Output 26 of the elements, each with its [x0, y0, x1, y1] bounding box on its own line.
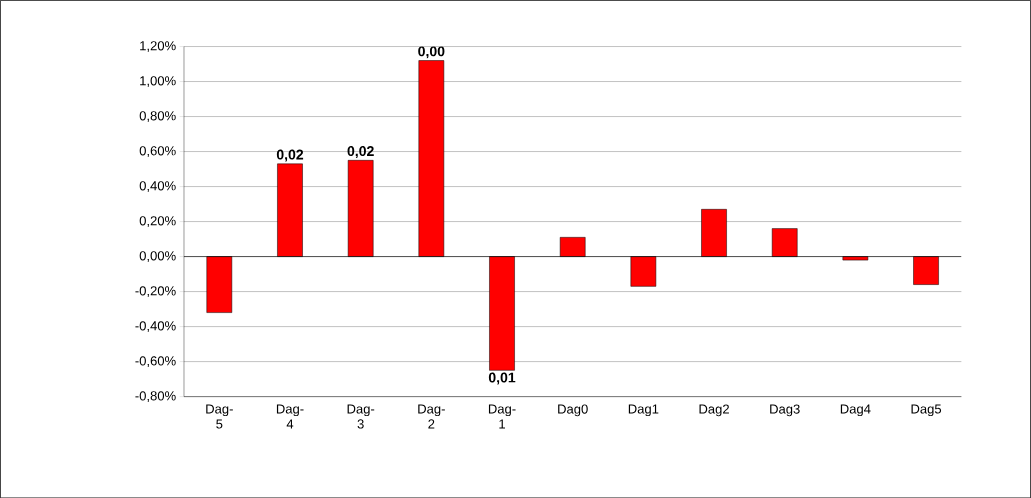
x-tick-label: Dag2 — [699, 404, 729, 417]
x-tick-label: Dag-4 — [276, 404, 304, 429]
annotation: 0,00 — [418, 46, 445, 59]
y-tick-label: -0,80% — [135, 391, 176, 402]
y-tick-label: 0,60% — [139, 146, 176, 157]
x-tick-label: Dag-3 — [347, 404, 375, 429]
x-tick-label: Dag0 — [558, 404, 588, 417]
x-tick-label: Dag-2 — [418, 404, 445, 429]
y-tick-label: 1,00% — [140, 76, 176, 87]
x-tick-label: Dag3 — [770, 404, 800, 417]
x-tick-label: Dag5 — [911, 404, 942, 416]
x-tick-label: Dag4 — [840, 404, 871, 416]
y-tick-label: 0,20% — [139, 216, 176, 227]
y-tick-label: -0,60% — [135, 356, 176, 367]
y-tick-label: 0,00% — [139, 251, 176, 262]
y-tick-label: 0,80% — [139, 111, 176, 122]
annotation: 0,01 — [488, 372, 516, 385]
x-tick-label: Dag-5 — [206, 404, 233, 429]
annotation: 0,02 — [276, 149, 304, 162]
x-tick-label: Dag1 — [628, 404, 659, 416]
y-tick-label: 1,20% — [140, 40, 176, 52]
y-tick-label: -0,40% — [135, 321, 176, 332]
y-tick-label: -0,20% — [135, 286, 176, 297]
annotation: 0,02 — [347, 145, 374, 158]
x-tick-label: Dag-1 — [488, 404, 516, 429]
y-tick-label: 0,40% — [139, 181, 176, 192]
